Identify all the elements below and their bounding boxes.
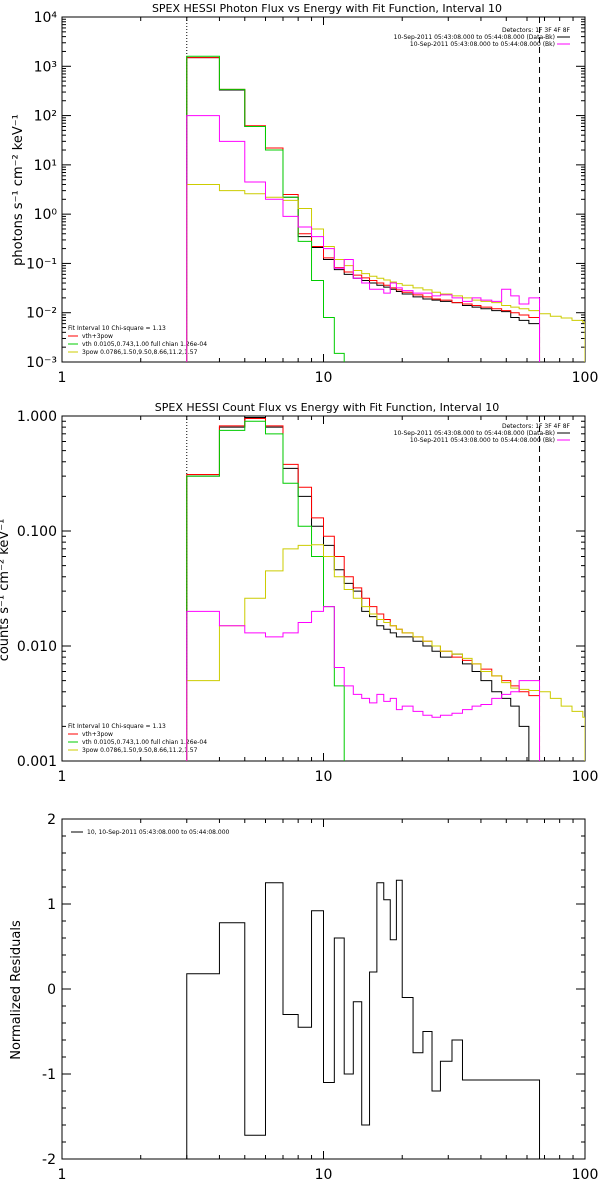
photon-flux-panel: SPEX HESSI Photon Flux vs Energy with Fi… bbox=[11, 2, 599, 386]
x-tick-label: 1 bbox=[58, 1167, 67, 1183]
y-tick-label: -1 bbox=[42, 1067, 56, 1083]
series-line bbox=[186, 417, 541, 761]
series-line bbox=[186, 55, 345, 362]
residuals-legend-entry: 10, 10-Sep-2011 05:43:08.000 to 05:44:08… bbox=[87, 829, 230, 836]
photon-fit-legend-entry: Fit Interval 10 Chi-square = 1.13 bbox=[68, 325, 166, 332]
photon-plot-area: 1 10 100 10⁻³ 10⁻² 10⁻¹ 10⁰ 10¹ 10² 10³ 10⁴ bbox=[26, 10, 599, 386]
count-fit-legend-entry: 3pow 0.0786,1.50,9.50,8.66,11.2,1.57 bbox=[82, 747, 198, 754]
series-group bbox=[186, 417, 585, 761]
count-y-axis-label: counts s⁻¹ cm⁻² keV⁻¹ bbox=[0, 519, 12, 662]
x-tick-label: 100 bbox=[572, 370, 599, 386]
count-chart-title: SPEX HESSI Count Flux vs Energy with Fit… bbox=[155, 401, 499, 414]
series-group bbox=[186, 879, 541, 1159]
count-fit-legend-entry: vth+3pow bbox=[82, 731, 113, 738]
x-tick-label: 1 bbox=[58, 370, 67, 386]
photon-fit-legend: Fit Interval 10 Chi-square = 1.13 vth+3p… bbox=[68, 325, 207, 356]
y-tick-label: 0.001 bbox=[17, 754, 57, 770]
y-tick-label: 10⁻¹ bbox=[26, 256, 57, 272]
y-tick-label: 10³ bbox=[34, 59, 57, 75]
y-tick-label: 1 bbox=[47, 897, 56, 913]
count-fit-legend-entry: Fit Interval 10 Chi-square = 1.13 bbox=[68, 723, 166, 730]
x-tick-label: 100 bbox=[572, 1167, 599, 1183]
photon-legend: Detectors: 1F 3F 4F 8F 10-Sep-2011 05:43… bbox=[394, 27, 571, 48]
y-tick-label: 0.010 bbox=[17, 639, 57, 655]
y-tick-label: 0 bbox=[47, 982, 56, 998]
count-legend-entry: 10-Sep-2011 05:43:08.000 to 05:44:08.000… bbox=[394, 430, 555, 437]
photon-legend-entry: 10-Sep-2011 05:43:08.000 to 05:44:08.000… bbox=[394, 34, 555, 41]
series-line bbox=[186, 606, 541, 761]
y-tick-label: 10¹ bbox=[34, 158, 57, 174]
series-line bbox=[186, 420, 345, 761]
y-tick-label: 10⁻² bbox=[26, 306, 57, 322]
photon-fit-legend-entry: vth 0.0105,0.743,1.00 full chian 1.26e-0… bbox=[82, 341, 207, 348]
x-tick-label: 100 bbox=[572, 769, 599, 785]
count-fit-legend-entry: vth 0.0105,0.743,1.00 full chian 1.26e-0… bbox=[82, 739, 207, 746]
residuals-plot-area: 1 10 100 -2 -1 0 1 2 bbox=[42, 812, 599, 1183]
photon-legend-entry: 10-Sep-2011 05:43:08.000 to 05:44:08.000… bbox=[410, 41, 555, 48]
photon-fit-legend-entry: vth+3pow bbox=[82, 333, 113, 340]
x-tick-label: 10 bbox=[315, 1167, 333, 1183]
y-tick-label: 10⁻³ bbox=[26, 355, 57, 371]
residuals-y-axis-label: Normalized Residuals bbox=[9, 920, 24, 1060]
y-tick-label: 10² bbox=[34, 109, 57, 125]
photon-fit-legend-entry: 3pow 0.0786,1.50,9.50,8.66,11.2,1.57 bbox=[82, 349, 198, 356]
x-tick-label: 1 bbox=[58, 769, 67, 785]
svg-text:Normalized Residuals: Normalized Residuals bbox=[9, 920, 24, 1060]
count-plot-area: 1 10 100 0.001 0.010 0.100 1.000 bbox=[17, 409, 599, 785]
series-line bbox=[186, 183, 585, 362]
residuals-legend: 10, 10-Sep-2011 05:43:08.000 to 05:44:08… bbox=[71, 829, 230, 836]
photon-chart-title: SPEX HESSI Photon Flux vs Energy with Fi… bbox=[152, 2, 502, 15]
series-line bbox=[186, 57, 541, 362]
svg-text:photons s⁻¹ cm⁻² keV⁻¹: photons s⁻¹ cm⁻² keV⁻¹ bbox=[11, 114, 26, 266]
y-tick-label: -2 bbox=[42, 1152, 56, 1168]
count-flux-panel: SPEX HESSI Count Flux vs Energy with Fit… bbox=[0, 401, 599, 785]
series-line bbox=[186, 418, 541, 761]
residuals-panel: Normalized Residuals 10, 10-Sep-2011 05:… bbox=[9, 812, 599, 1183]
x-tick-label: 10 bbox=[315, 769, 333, 785]
series-line bbox=[186, 879, 541, 1159]
svg-text:counts s⁻¹ cm⁻² keV⁻¹: counts s⁻¹ cm⁻² keV⁻¹ bbox=[0, 519, 12, 662]
count-fit-legend: Fit Interval 10 Chi-square = 1.13 vth+3p… bbox=[68, 723, 207, 754]
series-group bbox=[186, 55, 585, 362]
count-legend-entry: 10-Sep-2011 05:43:08.000 to 05:44:08.000… bbox=[410, 437, 555, 444]
series-line bbox=[186, 115, 541, 362]
photon-legend-header: Detectors: 1F 3F 4F 8F bbox=[502, 27, 571, 34]
photon-y-axis-label: photons s⁻¹ cm⁻² keV⁻¹ bbox=[11, 114, 26, 266]
y-tick-label: 2 bbox=[47, 812, 56, 828]
y-tick-label: 10⁰ bbox=[34, 207, 58, 223]
series-line bbox=[186, 544, 585, 761]
y-tick-label: 0.100 bbox=[17, 524, 57, 540]
x-tick-label: 10 bbox=[315, 370, 333, 386]
count-legend: Detectors: 1F 3F 4F 8F 10-Sep-2011 05:43… bbox=[394, 423, 571, 444]
y-tick-label: 1.000 bbox=[17, 409, 57, 425]
count-legend-header: Detectors: 1F 3F 4F 8F bbox=[502, 423, 571, 430]
y-tick-label: 10⁴ bbox=[34, 10, 58, 26]
series-line bbox=[186, 57, 541, 362]
